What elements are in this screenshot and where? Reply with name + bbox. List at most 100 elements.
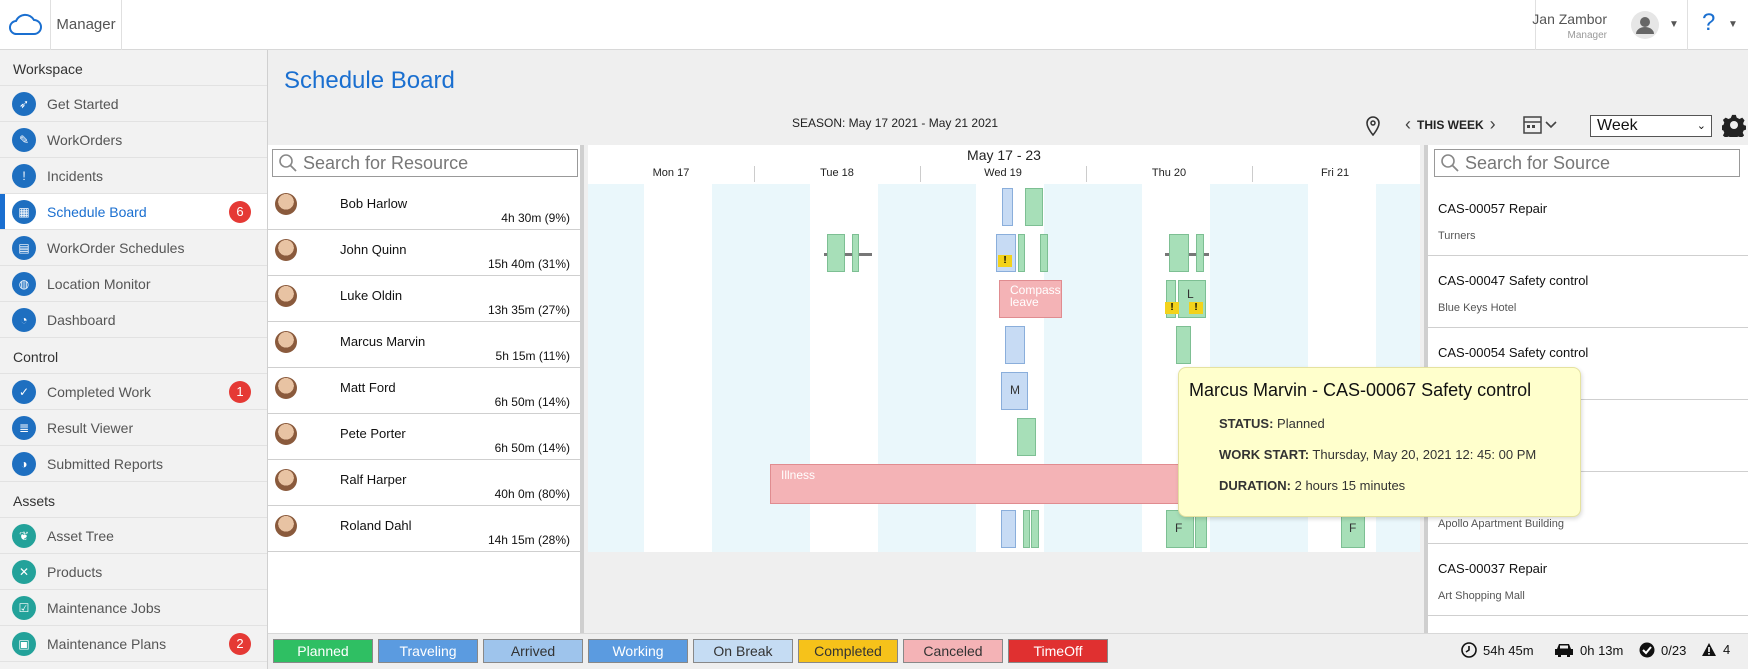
schedule-block[interactable] [1196, 234, 1204, 272]
sidebar-item-asset-tree[interactable]: ❦ Asset Tree [0, 518, 267, 554]
help-menu[interactable]: ? ▼ [1687, 0, 1748, 50]
legend-planned[interactable]: Planned [273, 639, 373, 663]
sidebar-item-completed-work[interactable]: ✓ Completed Work 1 [0, 374, 267, 410]
sidebar-item-workorder-schedules[interactable]: ▤ WorkOrder Schedules [0, 230, 267, 266]
schedule-block[interactable]: L [1178, 280, 1206, 318]
calendar-picker-icon[interactable] [1523, 114, 1559, 136]
sidebar-item-products[interactable]: ✕ Products [0, 554, 267, 590]
user-menu[interactable]: Jan Zambor Manager ▼ [1532, 0, 1687, 50]
resource-row[interactable]: Ralf Harper 40h 0m (80%) [268, 460, 580, 506]
chevron-down-icon[interactable]: ▼ [1728, 19, 1738, 30]
schedule-block[interactable] [1166, 280, 1176, 318]
resource-row[interactable]: John Quinn 15h 40m (31%) [268, 230, 580, 276]
sidebar-item-incidents[interactable]: ! Incidents [0, 158, 267, 194]
app-name[interactable]: Manager [50, 0, 122, 50]
notification-badge: 6 [229, 201, 251, 223]
source-item[interactable]: CAS-00057 Repair Turners [1428, 184, 1748, 256]
check-icon: ✓ [12, 379, 36, 404]
source-search-input[interactable]: Search for Source [1434, 149, 1740, 177]
schedule-block[interactable] [1002, 188, 1013, 226]
job-icon: ☑ [12, 595, 36, 620]
chevron-down-icon[interactable]: ▼ [1669, 19, 1679, 30]
source-item[interactable]: CAS-00037 Repair Art Shopping Mall [1428, 544, 1748, 616]
resource-name: Luke Oldin [340, 288, 403, 303]
search-icon [1441, 154, 1459, 172]
schedule-block[interactable] [1001, 510, 1016, 548]
resource-search-input[interactable]: Search for Resource [272, 149, 578, 177]
cloud-logo-icon[interactable] [8, 10, 42, 38]
resource-row[interactable]: Luke Oldin 13h 35m (27%) [268, 276, 580, 322]
view-select[interactable]: Week ⌄ [1590, 115, 1712, 137]
resource-name: Ralf Harper [340, 472, 407, 487]
avatar [275, 239, 297, 261]
sidebar-item-schedule-board[interactable]: ▦ Schedule Board 6 [0, 194, 267, 230]
sidebar-item-label: Asset Tree [47, 527, 114, 544]
schedule-block[interactable] [1031, 510, 1039, 548]
avatar-icon[interactable] [1631, 11, 1659, 39]
resource-row[interactable]: Matt Ford 6h 50m (14%) [268, 368, 580, 414]
sidebar-item-result-viewer[interactable]: ≣ Result Viewer [0, 410, 267, 446]
this-week-button[interactable]: THIS WEEK [1417, 117, 1484, 132]
source-subtitle: Turners [1438, 230, 1476, 242]
timeoff-label: Compass leave [1010, 283, 1061, 309]
source-item[interactable]: CAS-00047 Safety control Blue Keys Hotel [1428, 256, 1748, 328]
schedule-block[interactable] [1017, 418, 1036, 456]
schedule-block[interactable]: M [1001, 372, 1028, 410]
warning-icon[interactable]: ! [998, 255, 1012, 267]
schedule-block[interactable] [1005, 326, 1025, 364]
location-pin-icon[interactable] [1365, 116, 1381, 136]
legend-arrived[interactable]: Arrived [483, 639, 583, 663]
sidebar-item-maintenance-plans[interactable]: ▣ Maintenance Plans 2 [0, 626, 267, 662]
resource-name: Bob Harlow [340, 196, 408, 211]
block-label: M [1010, 383, 1020, 397]
resource-row[interactable]: Pete Porter 6h 50m (14%) [268, 414, 580, 460]
alerts-value: 4 [1723, 642, 1731, 657]
legend-canceled[interactable]: Canceled [903, 639, 1003, 663]
timeoff-block[interactable]: Illness [770, 464, 1180, 504]
gear-icon[interactable] [1722, 113, 1746, 137]
notification-badge: 1 [229, 381, 251, 403]
sidebar-item-location-monitor[interactable]: ◍ Location Monitor [0, 266, 267, 302]
legend-on-break[interactable]: On Break [693, 639, 793, 663]
avatar [275, 377, 297, 399]
help-icon[interactable]: ? [1702, 9, 1716, 36]
schedule-block[interactable] [1040, 234, 1048, 272]
sidebar-item-maintenance-jobs[interactable]: ☑ Maintenance Jobs [0, 590, 267, 626]
schedule-block[interactable] [852, 234, 859, 272]
chevron-left-icon[interactable]: ‹ [1405, 114, 1411, 134]
resource-name: Pete Porter [340, 426, 406, 441]
resource-row[interactable]: Roland Dahl 14h 15m (28%) [268, 506, 580, 552]
source-item[interactable]: CAS-00054 Safety control [1428, 328, 1748, 400]
timeoff-block[interactable]: Compass leave [999, 280, 1062, 318]
user-role: Manager [1567, 30, 1607, 41]
schedule-block[interactable] [1018, 234, 1025, 272]
sidebar-item-workorders[interactable]: ✎ WorkOrders [0, 122, 267, 158]
off-hours-band [588, 184, 644, 552]
schedule-block[interactable] [1025, 188, 1043, 226]
resource-row[interactable]: Bob Harlow 4h 30m (9%) [268, 184, 580, 230]
tooltip-duration-value: 2 hours 15 minutes [1294, 478, 1406, 493]
warning-icon[interactable]: ! [1165, 302, 1179, 314]
schedule-block[interactable] [1176, 326, 1191, 364]
top-bar: Manager Jan Zambor Manager ▼ ? ▼ [0, 0, 1748, 50]
sidebar-item-get-started[interactable]: ➶ Get Started [0, 86, 267, 122]
chevron-right-icon[interactable]: › [1489, 114, 1496, 134]
sidebar-item-dashboard[interactable]: ◔ Dashboard [0, 302, 267, 338]
legend-completed[interactable]: Completed [798, 639, 898, 663]
schedule-block[interactable] [1023, 510, 1030, 548]
sidebar-item-submitted-reports[interactable]: ◑ Submitted Reports [0, 446, 267, 482]
warning-icon[interactable]: ! [1189, 302, 1203, 314]
resource-hours: 5h 15m (11%) [495, 349, 570, 363]
resource-row[interactable]: Marcus Marvin 5h 15m (11%) [268, 322, 580, 368]
tooltip-duration-label: DURATION: [1219, 478, 1291, 493]
gauge-icon: ◔ [12, 307, 36, 332]
schedule-block[interactable] [1169, 234, 1189, 272]
source-item[interactable]: Apollo Apartment Building [1428, 472, 1748, 544]
legend-traveling[interactable]: Traveling [378, 639, 478, 663]
legend-timeoff[interactable]: TimeOff [1008, 639, 1108, 663]
legend-working[interactable]: Working [588, 639, 688, 663]
search-icon [279, 154, 297, 172]
tooltip-status-label: STATUS: [1219, 416, 1274, 431]
schedule-block[interactable] [827, 234, 845, 272]
source-item[interactable] [1428, 400, 1748, 472]
